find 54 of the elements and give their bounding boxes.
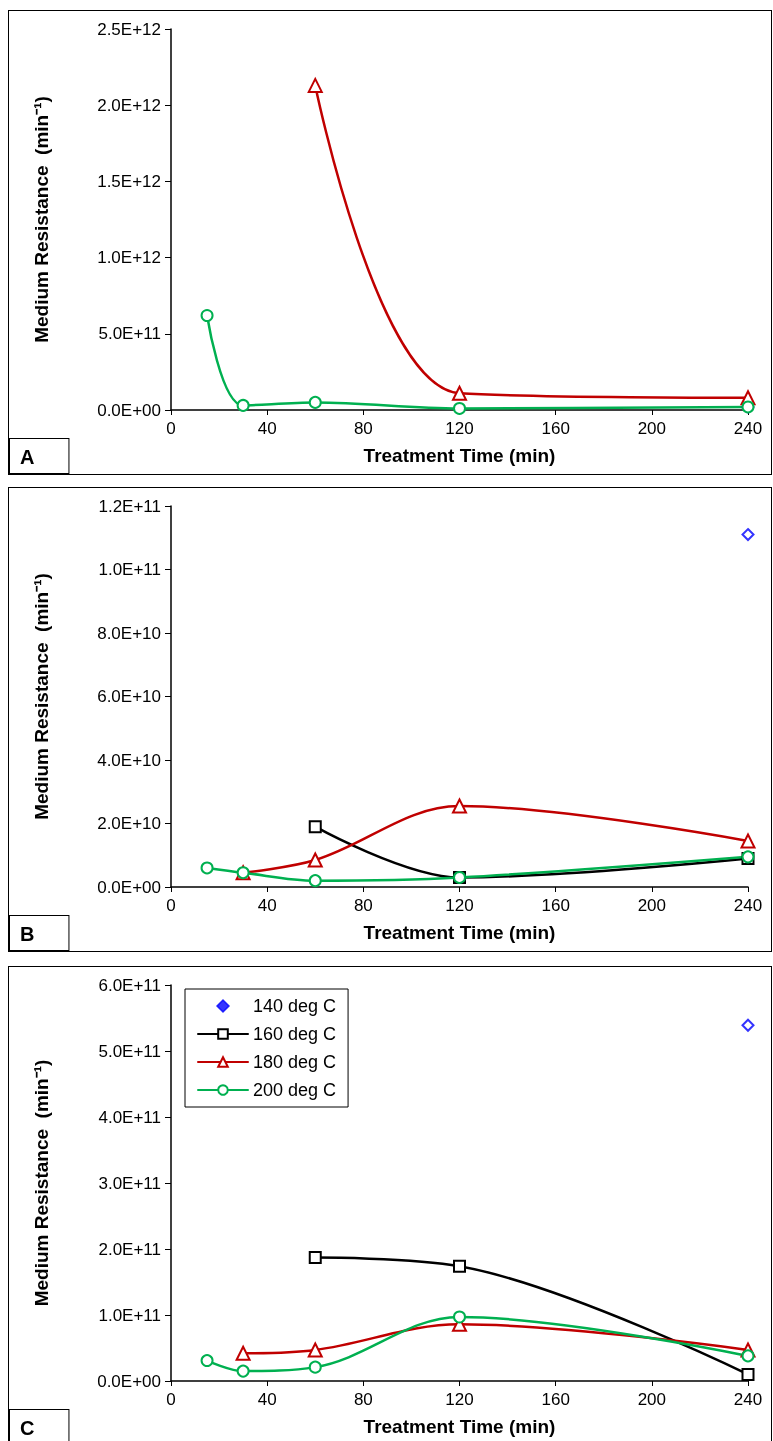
y-tick-label: 1.0E+11 <box>98 560 161 579</box>
text: A <box>20 446 35 468</box>
text: B <box>20 923 35 945</box>
legend-label: 160 deg C <box>253 1024 337 1044</box>
x-tick-label: 160 <box>541 896 570 915</box>
x-tick-label: 240 <box>733 1390 763 1409</box>
x-tick-label: 160 <box>541 1390 570 1409</box>
y-tick-label: 8.0E+10 <box>97 623 161 643</box>
x-tick-label: 0 <box>166 896 176 915</box>
x-tick-label: 0 <box>166 419 176 438</box>
x-tick-label: 200 <box>637 419 667 438</box>
x-tick-label: 120 <box>445 419 474 438</box>
x-tick-label: 120 <box>445 1390 474 1409</box>
y-tick-label: 0.0E+00 <box>97 1371 161 1391</box>
x-tick-label: 40 <box>257 896 277 915</box>
y-tick-label: 5.0E+11 <box>98 324 161 344</box>
text: C <box>20 1417 35 1439</box>
x-tick-label: 200 <box>637 896 667 915</box>
x-tick-label: 80 <box>353 419 373 438</box>
y-tick-label: 4.0E+10 <box>97 750 161 770</box>
y-tick-label: 6.0E+10 <box>97 687 161 706</box>
y-tick-label: 1.2E+11 <box>98 496 161 516</box>
y-tick-label: 1.0E+12 <box>97 248 161 268</box>
x-tick-label: 80 <box>353 896 373 915</box>
y-tick-label: 3.0E+11 <box>98 1173 161 1193</box>
x-axis-title: Treatment Time (min) <box>363 922 556 943</box>
x-tick-label: 240 <box>733 419 763 438</box>
y-tick-label: 0.0E+00 <box>97 877 161 897</box>
y-tick-label: 2.5E+12 <box>97 19 161 39</box>
y-tick-label: 5.0E+11 <box>98 1041 161 1061</box>
x-axis-title: Treatment Time (min) <box>363 1416 556 1437</box>
y-tick-label: 2.0E+10 <box>97 814 161 833</box>
y-tick-label: 1.0E+11 <box>98 1305 161 1325</box>
x-tick-label: 240 <box>733 896 763 915</box>
x-axis-title: Treatment Time (min) <box>363 445 556 466</box>
x-tick-label: 80 <box>353 1390 373 1409</box>
y-axis-title: Medium Resistance (min⁻¹) <box>31 96 52 343</box>
x-tick-label: 120 <box>445 896 474 915</box>
y-axis-title: Medium Resistance (min⁻¹) <box>31 1059 52 1307</box>
x-tick-label: 0 <box>166 1390 176 1409</box>
legend-label: 200 deg C <box>253 1080 337 1100</box>
x-tick-label: 160 <box>541 419 570 438</box>
y-tick-label: 2.0E+11 <box>98 1239 161 1259</box>
legend-label: 140 deg C <box>253 996 337 1016</box>
y-tick-label: 6.0E+11 <box>98 975 161 995</box>
x-tick-label: 40 <box>257 1390 277 1409</box>
x-tick-label: 40 <box>257 419 277 438</box>
y-tick-label: 2.0E+12 <box>97 95 161 115</box>
y-tick-label: 4.0E+11 <box>98 1107 161 1127</box>
y-tick-label: 1.5E+12 <box>97 171 161 191</box>
y-tick-label: 0.0E+00 <box>97 400 161 420</box>
y-axis-title: Medium Resistance (min⁻¹) <box>31 573 52 820</box>
legend-label: 180 deg C <box>253 1052 337 1072</box>
x-tick-label: 200 <box>637 1390 667 1409</box>
